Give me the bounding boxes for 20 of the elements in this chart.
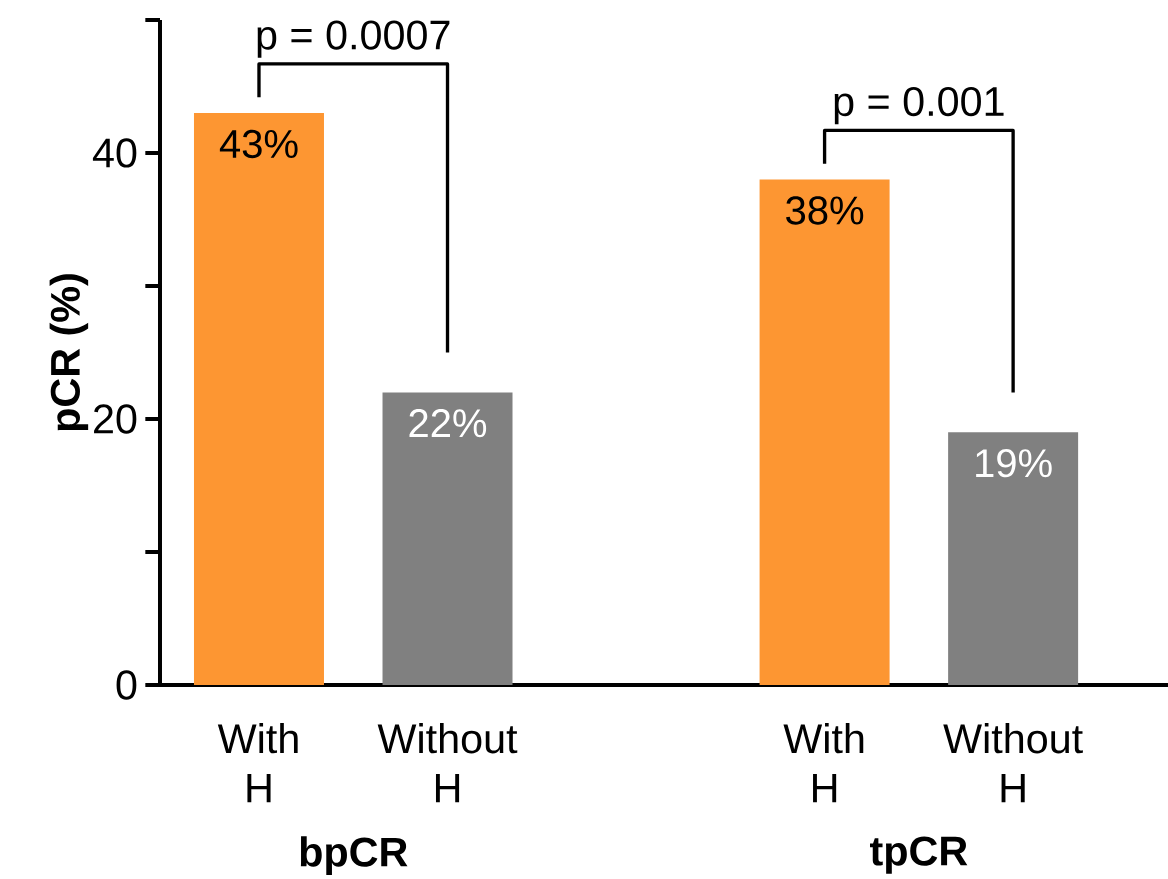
bar [193,113,324,685]
y-axis-title: pCR (%) [49,274,89,431]
y-tick-label: 40 [92,138,137,168]
bar [948,432,1079,685]
text: bpCR [300,836,408,875]
data-label: 22% [409,409,487,438]
data-label: 38% [786,196,864,225]
annotation: p = 0.001 [834,86,1004,125]
data-label: 43% [219,129,298,159]
bar [759,179,890,685]
text: tpCR [870,836,968,874]
x-tick-label: With H [217,723,298,803]
x-tick-label: Without H [943,723,1083,803]
data-label: 19% [976,449,1052,478]
annotation: p = 0.0007 [257,20,450,58]
x-tick-label: Without H [377,723,518,803]
y-tick-label: 0 [116,670,137,700]
x-tick-label: With H [783,723,864,803]
y-tick-label: 20 [94,404,137,434]
bar [382,392,513,685]
